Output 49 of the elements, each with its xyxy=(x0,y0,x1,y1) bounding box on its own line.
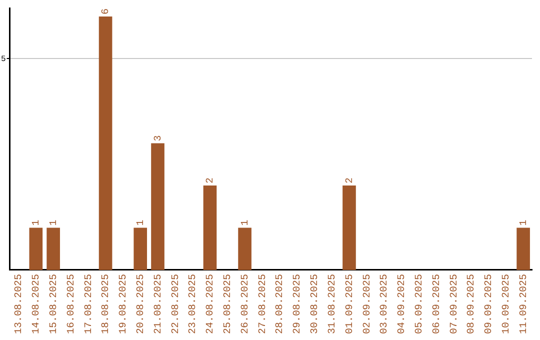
x-tick-label: 01.09.2025 xyxy=(344,274,356,334)
x-tick-label: 14.08.2025 xyxy=(32,274,43,334)
bar xyxy=(29,228,43,270)
data-label: 6 xyxy=(101,8,112,14)
x-tick-label: 08.09.2025 xyxy=(466,274,478,334)
x-tick-label: 28.08.2025 xyxy=(275,274,286,334)
x-tick-label: 25.08.2025 xyxy=(223,274,234,334)
data-label: 2 xyxy=(206,177,217,184)
x-tick-label: 13.08.2025 xyxy=(14,274,26,334)
x-tick-label: 05.09.2025 xyxy=(414,274,426,334)
x-tick-label: 22.08.2025 xyxy=(170,274,182,334)
bar xyxy=(151,143,164,270)
x-tick-label: 26.08.2025 xyxy=(240,274,252,334)
bar xyxy=(134,228,148,270)
x-tick-label: 09.09.2025 xyxy=(484,274,496,334)
x-tick-label: 11.09.2025 xyxy=(518,274,530,334)
bar xyxy=(516,228,530,270)
data-label: 3 xyxy=(153,135,164,142)
x-tick-label: 04.09.2025 xyxy=(397,274,408,334)
x-tick-label: 29.08.2025 xyxy=(292,274,304,334)
data-label: 1 xyxy=(136,220,147,226)
data-label: 1 xyxy=(240,220,252,226)
bar xyxy=(46,228,60,270)
x-tick-label: 10.09.2025 xyxy=(502,274,513,334)
data-label: 1 xyxy=(48,220,60,226)
x-tick-label: 15.08.2025 xyxy=(48,274,60,334)
bar xyxy=(98,16,112,270)
x-tick-label: 23.08.2025 xyxy=(188,274,200,334)
x-tick-label: 02.09.2025 xyxy=(362,274,374,334)
x-tick-label: 24.08.2025 xyxy=(206,274,217,334)
bar xyxy=(203,185,217,270)
x-tick-label: 31.08.2025 xyxy=(327,274,338,334)
x-tick-label: 19.08.2025 xyxy=(118,274,130,334)
bar xyxy=(238,228,252,270)
y-tick-label: 5 xyxy=(0,54,6,64)
x-tick-label: 18.08.2025 xyxy=(101,274,112,334)
x-tick-label: 30.08.2025 xyxy=(310,274,322,334)
x-tick-label: 27.08.2025 xyxy=(258,274,269,334)
x-tick-label: 17.08.2025 xyxy=(84,274,95,334)
x-tick-label: 07.09.2025 xyxy=(449,274,460,334)
data-label: 1 xyxy=(518,220,530,226)
x-tick-label: 03.09.2025 xyxy=(380,274,391,334)
x-tick-label: 06.09.2025 xyxy=(432,274,443,334)
x-tick-label: 21.08.2025 xyxy=(153,274,164,334)
data-label: 1 xyxy=(32,220,43,226)
x-tick-label: 16.08.2025 xyxy=(66,274,78,334)
bar xyxy=(342,185,356,270)
data-label: 2 xyxy=(344,177,356,184)
x-tick-label: 20.08.2025 xyxy=(136,274,147,334)
